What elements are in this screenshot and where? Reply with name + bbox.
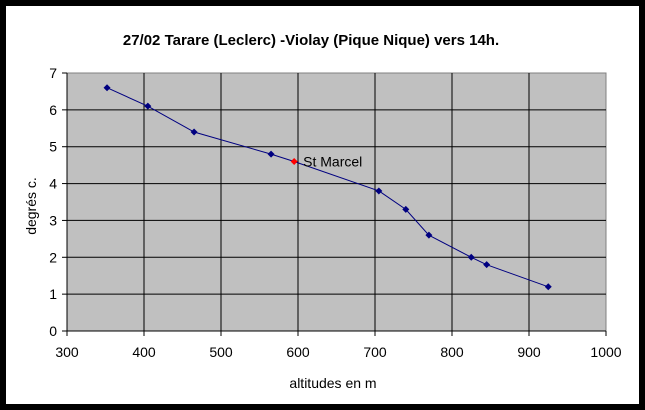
data-point [544,283,552,291]
x-tick-label: 1000 [590,344,621,360]
chart-svg: 27/02 Tarare (Leclerc) -Violay (Pique Ni… [23,32,622,391]
y-tick-label: 6 [49,102,57,118]
data-point [425,231,433,239]
chart-title: 27/02 Tarare (Leclerc) -Violay (Pique Ni… [123,32,499,49]
highlighted-data-point [290,157,298,165]
data-point [483,261,491,269]
x-tick-label: 600 [286,344,310,360]
y-tick-label: 1 [49,286,57,302]
x-tick-label: 800 [440,344,464,360]
y-tick-label: 7 [49,65,57,81]
x-tick-label: 700 [363,344,387,360]
data-point [190,128,198,136]
data-point [144,102,152,110]
x-tick-label: 300 [55,344,79,360]
data-point [267,150,275,158]
x-tick-label: 500 [209,344,233,360]
data-point [103,84,111,92]
y-tick-label: 3 [49,212,57,228]
x-tick-label: 400 [132,344,156,360]
data-point [467,253,475,261]
y-tick-label: 5 [49,139,57,155]
x-tick-label: 900 [517,344,541,360]
y-tick-label: 2 [49,249,57,265]
data-point [402,205,410,213]
y-axis-title: degrés c. [23,177,39,235]
chart-frame: 27/02 Tarare (Leclerc) -Violay (Pique Ni… [6,6,639,404]
series-line-group [103,84,552,291]
x-axis-title: altitudes en m [289,375,376,391]
data-point [375,187,383,195]
axes [66,73,606,332]
tick-labels: 300 400 500 600 700 800 900 1000 0 1 2 3 4 5 6 7 [49,65,622,360]
gridlines [67,73,606,331]
y-tick-label: 4 [49,176,57,192]
y-tick-label: 0 [49,323,57,339]
annotation-label: St Marcel [303,153,362,169]
annotations: St Marcel [303,153,362,169]
plot-area [66,72,607,332]
